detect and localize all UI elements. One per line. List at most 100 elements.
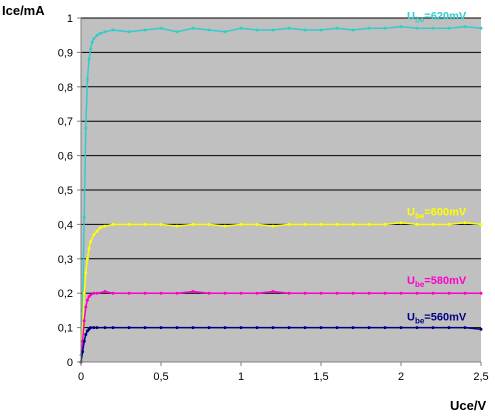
data-point xyxy=(127,291,131,295)
data-point xyxy=(415,291,419,295)
data-point xyxy=(399,25,403,29)
data-point xyxy=(103,290,107,293)
data-point xyxy=(92,291,96,295)
x-tick-label: 2 xyxy=(398,371,404,383)
data-point xyxy=(223,224,227,228)
data-point xyxy=(335,326,339,330)
data-point xyxy=(84,126,88,130)
data-point xyxy=(399,326,403,330)
data-point xyxy=(207,28,211,32)
data-point xyxy=(95,326,99,330)
y-tick-label: 0,4 xyxy=(58,219,73,231)
data-point xyxy=(143,326,147,330)
data-point xyxy=(175,291,179,295)
data-point xyxy=(84,271,88,275)
data-point xyxy=(431,26,435,30)
series-label: Ube=600mV xyxy=(407,206,467,220)
data-point xyxy=(175,326,179,330)
data-point xyxy=(85,298,89,302)
y-tick-label: 0,7 xyxy=(58,116,73,128)
y-tick-label: 0,9 xyxy=(58,47,73,59)
data-point xyxy=(127,326,131,330)
data-point xyxy=(191,222,195,226)
data-point xyxy=(82,291,86,295)
data-point xyxy=(447,26,451,30)
data-point xyxy=(271,224,275,228)
data-point xyxy=(84,333,88,336)
data-point xyxy=(447,291,451,295)
data-point xyxy=(303,326,307,330)
x-tick-label: 1,5 xyxy=(313,371,328,383)
data-point xyxy=(351,291,355,295)
data-point xyxy=(319,28,323,32)
data-point xyxy=(383,326,387,330)
data-point xyxy=(127,30,131,34)
data-point xyxy=(271,28,275,32)
data-point xyxy=(303,28,307,32)
data-point xyxy=(431,291,435,295)
data-point xyxy=(415,26,419,30)
data-point xyxy=(103,326,107,330)
data-point xyxy=(367,291,371,295)
data-point xyxy=(399,221,403,225)
series-label: Ube=580mV xyxy=(407,275,467,289)
x-axis-title: Uce/V xyxy=(450,398,486,413)
data-point xyxy=(89,293,93,297)
data-point xyxy=(479,291,483,295)
data-point xyxy=(98,32,102,35)
data-point xyxy=(287,26,291,30)
y-tick-label: 0 xyxy=(67,357,73,369)
data-point xyxy=(287,291,291,295)
data-point xyxy=(143,28,147,32)
data-point xyxy=(319,326,323,330)
data-point xyxy=(111,326,115,330)
data-point xyxy=(239,326,243,330)
data-point xyxy=(92,326,96,330)
data-point xyxy=(335,26,339,30)
data-point xyxy=(303,222,307,226)
series-label: Ube=560mV xyxy=(407,311,467,325)
data-point xyxy=(143,291,147,295)
data-point xyxy=(90,40,94,44)
x-tick-label: 1 xyxy=(238,371,244,383)
series-label: Ube=620mV xyxy=(407,10,467,24)
data-point xyxy=(367,26,371,30)
x-tick-label: 2,5 xyxy=(473,371,488,383)
data-point xyxy=(84,305,88,309)
data-point xyxy=(335,291,339,295)
data-point xyxy=(271,326,275,330)
data-point xyxy=(103,30,107,34)
y-tick-label: 0,2 xyxy=(58,288,73,300)
data-point xyxy=(89,47,93,51)
data-point xyxy=(85,78,89,82)
y-tick-label: 1 xyxy=(67,13,73,25)
data-point xyxy=(81,350,85,354)
data-point xyxy=(223,291,227,295)
data-point xyxy=(255,28,259,32)
data-point xyxy=(191,326,195,330)
data-point xyxy=(383,26,387,30)
data-point xyxy=(111,222,115,226)
data-point xyxy=(255,326,259,330)
data-point xyxy=(463,326,467,330)
data-point xyxy=(463,221,467,225)
data-point xyxy=(82,339,86,343)
y-axis-title: Ice/mA xyxy=(2,3,45,18)
data-point xyxy=(191,26,195,30)
data-point xyxy=(287,222,291,226)
data-point xyxy=(103,224,107,228)
tick-labels: 0 0,1 0,2 0,3 0,4 0,5 0,6 0,7 0,8 0,9 1 0 0,5 1 1,5 2 2,… xyxy=(58,13,489,383)
series-lines xyxy=(79,25,483,364)
data-point xyxy=(92,37,96,41)
data-point xyxy=(159,291,163,295)
data-point xyxy=(207,222,211,226)
data-point xyxy=(111,28,115,32)
data-point xyxy=(239,26,243,30)
data-point xyxy=(431,326,435,330)
y-tick-label: 0,8 xyxy=(58,82,73,94)
data-point xyxy=(87,57,91,61)
data-point xyxy=(92,233,96,237)
data-point xyxy=(479,26,483,30)
